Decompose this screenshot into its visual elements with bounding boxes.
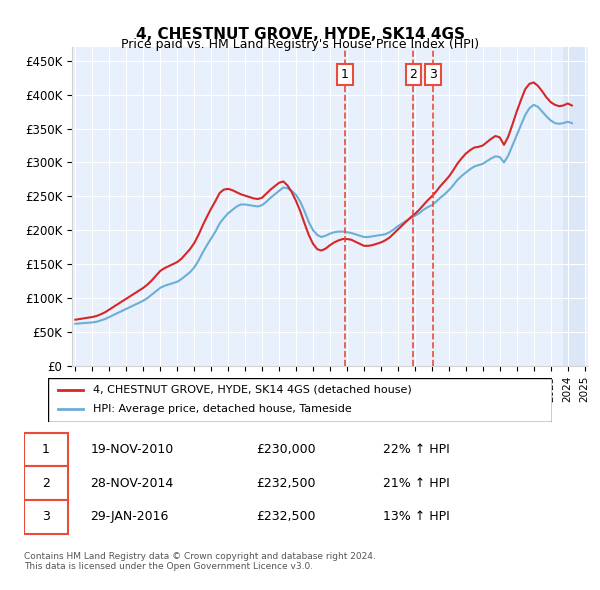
- Text: HPI: Average price, detached house, Tameside: HPI: Average price, detached house, Tame…: [94, 405, 352, 414]
- Text: Contains HM Land Registry data © Crown copyright and database right 2024.
This d: Contains HM Land Registry data © Crown c…: [24, 552, 376, 571]
- Text: 3: 3: [42, 510, 50, 523]
- Text: 29-JAN-2016: 29-JAN-2016: [90, 510, 169, 523]
- Text: £232,500: £232,500: [256, 477, 316, 490]
- Text: 21% ↑ HPI: 21% ↑ HPI: [383, 477, 449, 490]
- Text: 4, CHESTNUT GROVE, HYDE, SK14 4GS: 4, CHESTNUT GROVE, HYDE, SK14 4GS: [136, 27, 464, 41]
- Text: 1: 1: [42, 443, 50, 456]
- Text: 2: 2: [409, 68, 417, 81]
- FancyBboxPatch shape: [24, 500, 68, 533]
- Text: £232,500: £232,500: [256, 510, 316, 523]
- Text: 2: 2: [42, 477, 50, 490]
- Text: 28-NOV-2014: 28-NOV-2014: [90, 477, 173, 490]
- Text: 3: 3: [429, 68, 437, 81]
- Text: 1: 1: [341, 68, 349, 81]
- Text: £230,000: £230,000: [256, 443, 316, 456]
- Text: 19-NOV-2010: 19-NOV-2010: [90, 443, 173, 456]
- Text: Price paid vs. HM Land Registry's House Price Index (HPI): Price paid vs. HM Land Registry's House …: [121, 38, 479, 51]
- Text: 4, CHESTNUT GROVE, HYDE, SK14 4GS (detached house): 4, CHESTNUT GROVE, HYDE, SK14 4GS (detac…: [94, 385, 412, 395]
- FancyBboxPatch shape: [24, 466, 68, 500]
- Bar: [563, 47, 584, 366]
- Text: 13% ↑ HPI: 13% ↑ HPI: [383, 510, 449, 523]
- FancyBboxPatch shape: [48, 378, 552, 422]
- FancyBboxPatch shape: [24, 432, 68, 466]
- Text: 22% ↑ HPI: 22% ↑ HPI: [383, 443, 449, 456]
